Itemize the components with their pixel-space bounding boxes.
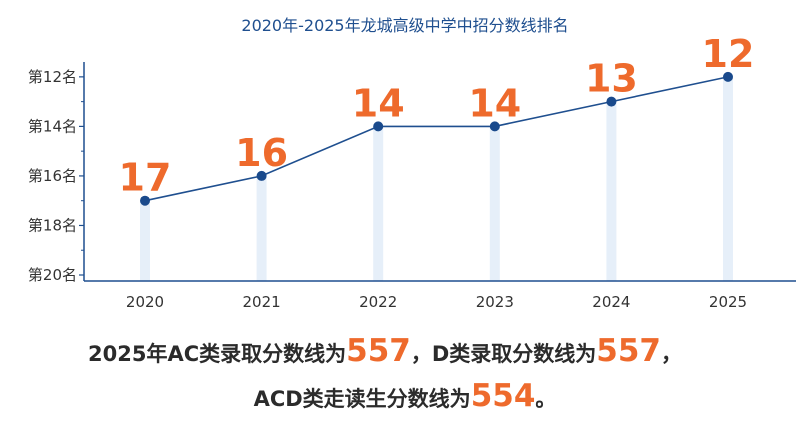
data-point-2023 xyxy=(489,121,500,132)
score-note-line-1: 2025年AC类录取分数线为557，D类录取分数线为557， xyxy=(0,333,790,369)
drop-bars xyxy=(140,76,733,282)
drop-bar-2022 xyxy=(373,126,384,281)
data-point-2021 xyxy=(256,170,267,181)
drop-bar-2021 xyxy=(256,175,267,281)
data-label-2020: 17 xyxy=(119,156,172,200)
note-text-1: 2025年AC类录取分数线为 xyxy=(88,342,347,366)
data-label-2024: 13 xyxy=(585,57,638,101)
axes xyxy=(83,62,796,282)
x-tick-label: 2024 xyxy=(592,293,630,311)
d-score-value: 557 xyxy=(596,333,661,369)
y-tick-label: 第14名 xyxy=(28,117,77,135)
x-tick-label: 2023 xyxy=(476,293,514,311)
y-tick-label: 第20名 xyxy=(28,266,77,284)
data-point-2020 xyxy=(140,195,150,206)
note-text-2: ，D类录取分数线为 xyxy=(410,342,597,366)
y-tick-label: 第18名 xyxy=(28,216,77,234)
data-point-2024 xyxy=(606,96,617,107)
note-text-4: ACD类走读生分数线为 xyxy=(253,387,471,411)
data-point-2025 xyxy=(723,71,733,82)
data-label-2023: 14 xyxy=(468,81,521,125)
ac-score-value: 557 xyxy=(346,333,411,369)
data-labels: 17 16 14 14 13 12 xyxy=(119,32,755,200)
score-note-line-2: ACD类走读生分数线为554。 xyxy=(0,378,810,414)
data-point-2022 xyxy=(373,121,384,132)
y-tick-label: 第12名 xyxy=(28,68,77,86)
y-tick-label: 第16名 xyxy=(28,167,77,185)
series-line xyxy=(144,76,729,202)
drop-bar-2023 xyxy=(489,126,500,281)
acd-score-value: 554 xyxy=(470,378,536,414)
drop-bar-2025 xyxy=(723,76,733,281)
x-tick-label: 2025 xyxy=(709,293,747,311)
data-label-2022: 14 xyxy=(352,81,405,125)
chart-title: 2020年-2025年龙城高级中学中招分数线排名 xyxy=(241,16,568,35)
rank-line-chart: 2020年-2025年龙城高级中学中招分数线排名 第12名第14名第16名第18… xyxy=(28,16,796,311)
drop-bar-2024 xyxy=(606,101,617,282)
note-text-3: ， xyxy=(661,342,682,366)
x-tick-label: 2021 xyxy=(243,293,281,311)
data-label-2025: 12 xyxy=(702,32,755,76)
x-tick-label: 2022 xyxy=(359,293,397,311)
note-text-5: 。 xyxy=(535,387,557,411)
data-label-2021: 16 xyxy=(235,131,288,175)
x-tick-label: 2020 xyxy=(126,293,164,311)
drop-bar-2020 xyxy=(140,200,150,281)
x-axis-ticks: 2020 2021 2022 2023 2024 2025 xyxy=(126,293,747,311)
data-points xyxy=(140,71,733,206)
